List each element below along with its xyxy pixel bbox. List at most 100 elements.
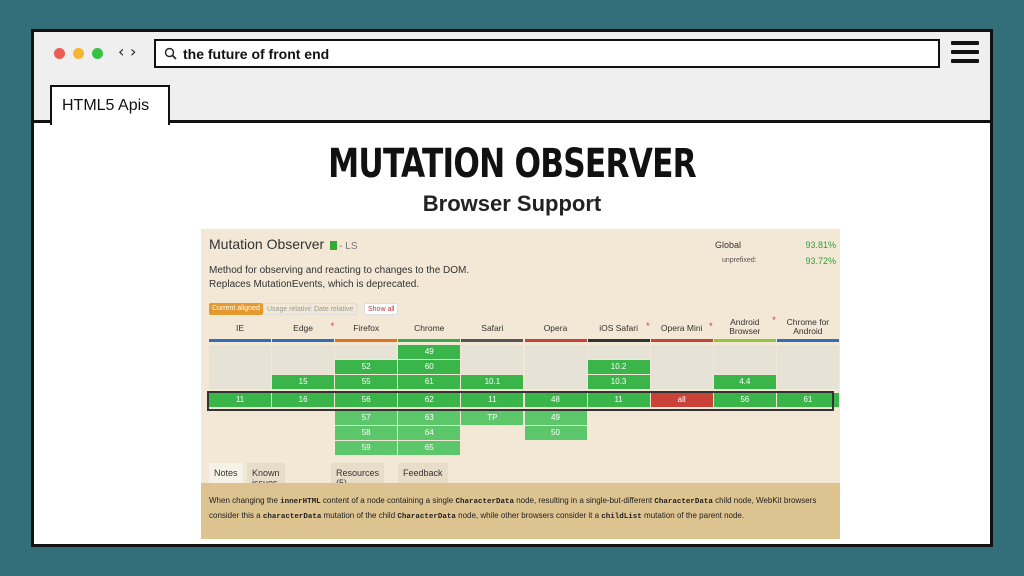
- browser-header-opera: Opera: [543, 323, 568, 333]
- show-all-button[interactable]: Show all: [364, 303, 399, 315]
- prefix-note-icon: *: [646, 321, 650, 331]
- version-cell[interactable]: 50: [524, 426, 587, 440]
- prefix-note-icon: *: [330, 321, 335, 331]
- version-cell[interactable]: 52: [335, 360, 398, 374]
- feature-description: Method for observing and reacting to cha…: [209, 264, 469, 292]
- version-cell[interactable]: 61: [398, 375, 461, 389]
- browser-color-bar: [398, 339, 461, 342]
- caniuse-widget: Mutation Observer - LS Global 93.81% unpr…: [201, 229, 840, 539]
- back-icon[interactable]: ‹: [118, 42, 125, 61]
- global-label: Global: [715, 240, 742, 250]
- browser-header-android-browser: Android Browser *: [729, 315, 776, 336]
- note-code: childList: [601, 513, 642, 521]
- date-relative-button[interactable]: Date relative: [310, 303, 358, 315]
- version-cell[interactable]: 57: [335, 411, 398, 425]
- version-cell[interactable]: 64: [398, 426, 461, 440]
- version-cell[interactable]: 10.1: [461, 375, 524, 389]
- version-cell[interactable]: [713, 345, 776, 374]
- current-version-cell[interactable]: 56: [713, 393, 776, 407]
- browser-header-ie: IE: [235, 323, 245, 333]
- notes-panel: When changing the innerHTML content of a…: [201, 483, 840, 539]
- spec-status-label: - LS: [339, 241, 358, 252]
- tab-html5-apis[interactable]: HTML5 Apis: [50, 85, 170, 125]
- browser-color-bar: [713, 339, 776, 342]
- minimize-window-dot[interactable]: [73, 48, 84, 59]
- current-version-cell[interactable]: 61: [776, 393, 839, 407]
- tab-known-issues[interactable]: Known issues (2): [247, 463, 285, 498]
- version-cell[interactable]: 49: [524, 411, 587, 425]
- address-bar[interactable]: [154, 39, 940, 68]
- version-cell[interactable]: 59: [335, 441, 398, 455]
- current-version-cell[interactable]: 11: [209, 393, 271, 407]
- tab-feedback[interactable]: Feedback: [398, 463, 448, 483]
- url-input[interactable]: [183, 44, 923, 64]
- version-cell[interactable]: [335, 345, 398, 359]
- note-text: node, while other browsers consider it a: [455, 511, 602, 520]
- note-text: mutation of the parent node.: [641, 511, 745, 520]
- hamburger-menu-icon[interactable]: [951, 41, 979, 63]
- browser-header-edge: Edge *: [293, 321, 335, 333]
- version-cell[interactable]: [524, 345, 587, 389]
- browser-header-opera-mini: Opera Mini *: [660, 321, 713, 333]
- note-code: CharacterData: [654, 498, 713, 506]
- note-text: mutation of the child: [321, 511, 398, 520]
- version-cell[interactable]: [461, 345, 524, 374]
- note-text: content of a node containing a single: [320, 496, 456, 505]
- current-version-cell[interactable]: 56: [335, 393, 398, 407]
- browser-header-firefox: Firefox: [353, 323, 380, 333]
- slide-title: MUTATION OBSERVER: [328, 141, 696, 187]
- description-line: Replaces MutationEvents, which is deprec…: [209, 279, 420, 290]
- browser-color-bar: [461, 339, 524, 342]
- browser-color-bar: [776, 339, 839, 342]
- slide-subtitle: Browser Support: [422, 191, 602, 216]
- note-code: CharacterData: [455, 498, 514, 506]
- unprefixed-percentage: 93.72%: [805, 256, 836, 266]
- browser-header-ios-safari: iOS Safari *: [599, 321, 650, 333]
- current-version-cell[interactable]: all: [650, 393, 713, 407]
- maximize-window-dot[interactable]: [92, 48, 103, 59]
- note-text: consider this a: [209, 511, 263, 520]
- version-cell[interactable]: [776, 345, 839, 389]
- note-text: When changing the: [209, 496, 281, 505]
- current-version-cell[interactable]: 16: [272, 393, 335, 407]
- version-cell[interactable]: [587, 345, 650, 359]
- prefix-note-icon: *: [772, 315, 776, 325]
- version-cell[interactable]: 55: [335, 375, 398, 389]
- browser-header-safari: Safari: [481, 323, 504, 333]
- current-version-cell[interactable]: 62: [398, 393, 461, 407]
- browser-color-bar: [587, 339, 650, 342]
- current-version-cell[interactable]: 11: [587, 393, 650, 407]
- version-cell[interactable]: 10.3: [587, 375, 650, 389]
- current-version-row: [207, 391, 834, 411]
- tab-notes[interactable]: Notes: [209, 463, 243, 483]
- unprefixed-label: unprefixed:: [722, 257, 757, 264]
- description-line: Method for observing and reacting to cha…: [209, 265, 470, 276]
- global-percentage: 93.81%: [805, 240, 836, 250]
- tab-resources[interactable]: Resources (5): [331, 463, 385, 488]
- current-aligned-button[interactable]: Current aligned: [209, 303, 263, 315]
- version-cell[interactable]: 60: [398, 360, 461, 374]
- version-cell[interactable]: 49: [398, 345, 461, 359]
- current-version-cell[interactable]: 48: [524, 393, 587, 407]
- current-version-cell[interactable]: 11: [461, 393, 524, 407]
- version-cell[interactable]: 15: [272, 375, 335, 389]
- browser-color-bar: [209, 339, 271, 342]
- spec-status-icon: [330, 241, 338, 250]
- version-cell[interactable]: [650, 345, 713, 389]
- version-cell[interactable]: 65: [398, 441, 461, 455]
- version-cell[interactable]: [209, 345, 271, 389]
- feature-title: Mutation Observer - LS: [209, 236, 358, 252]
- browser-header-chrome: Chrome: [414, 323, 445, 333]
- close-window-dot[interactable]: [54, 48, 65, 59]
- prefix-note-icon: *: [709, 321, 713, 331]
- version-cell[interactable]: 4.4: [713, 375, 776, 389]
- version-cell[interactable]: [272, 345, 335, 374]
- version-cell[interactable]: 58: [335, 426, 398, 440]
- version-cell[interactable]: 63: [398, 411, 461, 425]
- note-code: CharacterData: [397, 513, 456, 521]
- browser-color-bar: [650, 339, 713, 342]
- version-cell[interactable]: 10.2: [587, 360, 650, 374]
- usage-relative-button[interactable]: Usage relative: [263, 303, 316, 315]
- forward-icon[interactable]: ›: [130, 42, 137, 61]
- version-cell[interactable]: TP: [461, 411, 524, 425]
